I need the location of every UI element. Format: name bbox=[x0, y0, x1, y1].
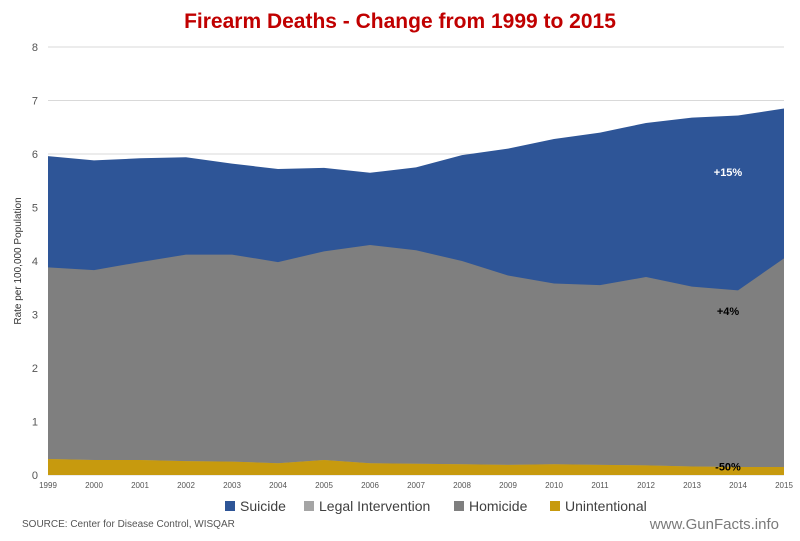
chart-title: Firearm Deaths - Change from 1999 to 201… bbox=[184, 10, 616, 33]
x-tick-label: 2002 bbox=[177, 481, 195, 490]
legend-item: Unintentional bbox=[550, 498, 647, 514]
legend-label: Unintentional bbox=[565, 498, 647, 514]
y-tick-label: 3 bbox=[32, 310, 38, 322]
y-tick-label: 6 bbox=[32, 149, 38, 161]
annotations: +15% +4% -50% bbox=[714, 167, 743, 473]
y-tick-label: 5 bbox=[32, 203, 38, 215]
y-tick-label: 7 bbox=[32, 96, 38, 108]
x-tick-label: 2001 bbox=[131, 481, 149, 490]
brand-watermark: www.GunFacts.info bbox=[649, 516, 779, 533]
y-tick-label: 4 bbox=[32, 256, 38, 268]
legend-item: Homicide bbox=[454, 498, 528, 514]
y-tick-label: 0 bbox=[32, 470, 38, 482]
x-tick-label: 2010 bbox=[545, 481, 563, 490]
legend-swatch bbox=[550, 501, 560, 511]
y-axis: 0 1 2 3 4 5 6 7 8 bbox=[32, 42, 38, 482]
source-note: SOURCE: Center for Disease Control, WISQ… bbox=[22, 519, 235, 530]
y-tick-label: 8 bbox=[32, 42, 38, 54]
legend-item: Legal Intervention bbox=[304, 498, 430, 514]
x-tick-label: 2009 bbox=[499, 481, 517, 490]
y-tick-label: 1 bbox=[32, 417, 38, 429]
legend-swatch bbox=[454, 501, 464, 511]
legend-label: Legal Intervention bbox=[319, 498, 430, 514]
x-tick-label: 2015 bbox=[775, 481, 793, 490]
x-tick-label: 2011 bbox=[591, 481, 609, 490]
x-tick-label: 2003 bbox=[223, 481, 241, 490]
annotation-label: +4% bbox=[717, 306, 740, 318]
x-tick-label: 2012 bbox=[637, 481, 655, 490]
x-tick-label: 2005 bbox=[315, 481, 333, 490]
y-tick-label: 2 bbox=[32, 363, 38, 375]
legend-label: Homicide bbox=[469, 498, 528, 514]
legend-label: Suicide bbox=[240, 498, 286, 514]
x-tick-label: 2013 bbox=[683, 481, 701, 490]
x-tick-label: 2014 bbox=[729, 481, 747, 490]
x-axis: 1999 2000 2001 2002 2003 2004 2005 2006 2007 2008… bbox=[39, 481, 793, 490]
x-tick-label: 2006 bbox=[361, 481, 379, 490]
legend-swatch bbox=[304, 501, 314, 511]
annotation-label: -50% bbox=[715, 461, 741, 473]
unintentional-area bbox=[48, 458, 784, 475]
annotation-label: +15% bbox=[714, 167, 743, 179]
x-tick-label: 1999 bbox=[39, 481, 57, 490]
x-tick-label: 2000 bbox=[85, 481, 103, 490]
homicide-area bbox=[48, 244, 784, 475]
x-tick-label: 2004 bbox=[269, 481, 287, 490]
legend-swatch bbox=[225, 501, 235, 511]
legend: Suicide Legal Intervention Homicide Uninten… bbox=[225, 498, 647, 514]
x-tick-label: 2007 bbox=[407, 481, 425, 490]
plot-area bbox=[48, 108, 784, 476]
x-tick-label: 2008 bbox=[453, 481, 471, 490]
legend-item: Suicide bbox=[225, 498, 286, 514]
y-axis-title: Rate per 100,000 Population bbox=[13, 197, 24, 324]
